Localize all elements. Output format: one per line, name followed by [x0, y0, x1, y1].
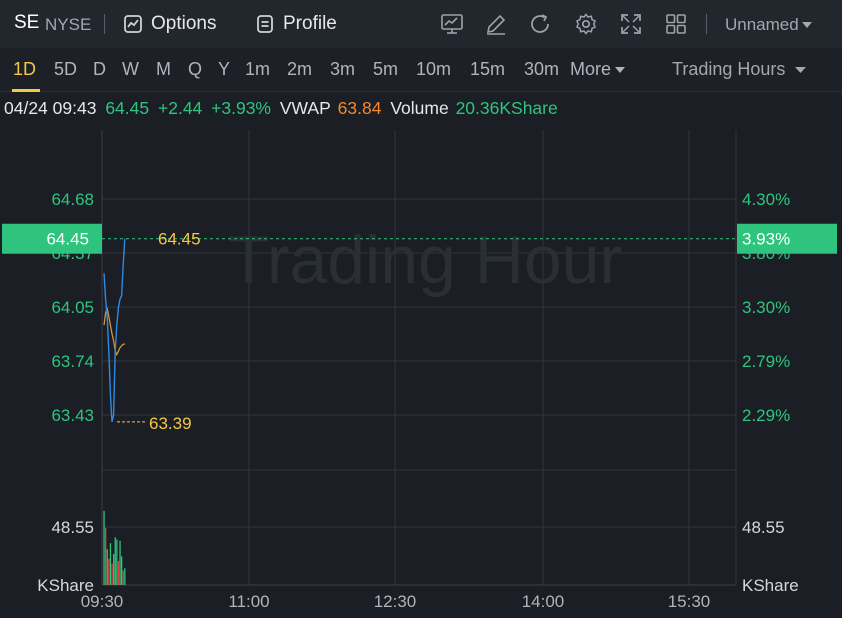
y-price-tick-label: 63.74	[51, 352, 94, 371]
period-1m[interactable]: 1m	[245, 59, 271, 79]
x-tick-label: 12:30	[374, 592, 417, 611]
volume-bar	[122, 570, 124, 585]
high-price-label: 64.45	[158, 230, 201, 249]
x-tick-label: 09:30	[81, 592, 124, 611]
top-toolbar: SE NYSE Options Profile Unnamed	[0, 0, 842, 48]
period-15m[interactable]: 15m	[470, 59, 506, 79]
more-label: More	[570, 59, 612, 79]
gear-icon[interactable]	[574, 12, 598, 36]
y-price-tick-label: 64.05	[51, 298, 94, 317]
chart-grid	[101, 130, 737, 586]
volume-axis-label-left: 48.55	[51, 518, 94, 537]
quote-datetime: 04/24 09:43	[4, 98, 97, 118]
period-2m[interactable]: 2m	[287, 59, 313, 79]
layout-name-dropdown[interactable]: Unnamed	[725, 15, 813, 35]
volume-bars	[103, 510, 126, 585]
toolbar-divider	[104, 14, 105, 34]
current-price-badge-label: 64.45	[46, 230, 89, 249]
vwap-value: 63.84	[337, 98, 382, 118]
volume-bar	[111, 563, 113, 585]
x-tick-label: 15:30	[668, 592, 711, 611]
x-tick-label: 11:00	[228, 592, 269, 611]
period-q[interactable]: Q	[188, 59, 203, 79]
volume-bar	[124, 568, 126, 585]
price-line	[103, 238, 126, 423]
y-pct-tick-label: 2.79%	[742, 352, 790, 371]
session-dropdown[interactable]: Trading Hours	[672, 59, 807, 80]
low-price-label: 63.39	[149, 414, 192, 433]
more-periods-dropdown[interactable]: More	[570, 59, 626, 80]
current-pct-badge	[737, 223, 837, 254]
period-30m[interactable]: 30m	[524, 59, 560, 79]
period-m[interactable]: M	[156, 59, 171, 79]
session-label: Trading Hours	[672, 59, 786, 79]
profile-label: Profile	[283, 13, 337, 34]
volume-bar	[117, 561, 120, 585]
volume-bar	[105, 527, 107, 585]
y-price-tick-label: 64.68	[51, 190, 94, 209]
vwap-label: VWAP	[279, 98, 331, 118]
quote-info-line: 04/24 09:43 64.45 +2.44 +3.93% VWAP 63.8…	[4, 98, 562, 119]
current-pct-badge-label: 3.93%	[742, 230, 790, 249]
caret-down-icon	[795, 66, 807, 73]
caret-down-icon	[615, 66, 626, 73]
volume-bar	[121, 556, 123, 585]
chart-watermark: Trading Hour	[228, 222, 622, 298]
caret-down-icon	[801, 22, 812, 28]
y-price-tick-label: 63.43	[51, 406, 94, 425]
profile-button[interactable]: Profile	[255, 11, 337, 37]
volume-axis-label-right: 48.55	[742, 518, 785, 537]
volume-bar	[114, 537, 116, 585]
volume-bar	[119, 540, 121, 585]
volume-unit-left: KShare	[37, 576, 94, 595]
y-pct-tick-label: 4.30%	[742, 190, 790, 209]
period-w[interactable]: W	[122, 59, 139, 79]
period-bar: 1D 5D D W M Q Y 1m 2m 3m 5m 10m 15m 30m …	[0, 48, 842, 92]
exchange-label: NYSE	[45, 15, 92, 34]
grid-layout-icon[interactable]	[664, 12, 688, 36]
volume-label: Volume	[390, 98, 449, 118]
period-10m[interactable]: 10m	[416, 59, 452, 79]
volume-bar	[113, 553, 115, 585]
toolbar-divider	[706, 14, 707, 34]
x-tick-label: 14:00	[522, 592, 565, 611]
quote-price: 64.45	[105, 98, 150, 118]
period-1d[interactable]: 1D	[13, 59, 37, 79]
draw-icon[interactable]	[484, 12, 508, 36]
vwap-line	[103, 307, 125, 357]
chart-settings-icon[interactable]	[440, 12, 464, 36]
volume-bar	[106, 549, 108, 585]
volume-bar	[103, 510, 105, 585]
active-period-indicator	[12, 89, 40, 92]
period-5m[interactable]: 5m	[373, 59, 399, 79]
volume-bar	[116, 539, 118, 585]
y-pct-tick-label: 2.29%	[742, 406, 790, 425]
options-label: Options	[151, 13, 217, 34]
period-3m[interactable]: 3m	[330, 59, 356, 79]
symbol[interactable]: SE	[14, 12, 40, 33]
quote-change-pct: +3.93%	[211, 98, 271, 118]
layout-name: Unnamed	[725, 15, 799, 34]
quote-change: +2.44	[158, 98, 203, 118]
volume-bar	[108, 558, 110, 585]
volume-unit-right: KShare	[742, 576, 799, 595]
period-y[interactable]: Y	[218, 59, 231, 79]
options-icon	[124, 15, 142, 33]
period-d[interactable]: D	[93, 59, 106, 79]
y-pct-tick-label: 3.30%	[742, 298, 790, 317]
current-price-badge	[2, 223, 102, 254]
profile-icon	[257, 15, 273, 33]
volume-bar	[109, 543, 112, 585]
period-5d[interactable]: 5D	[54, 59, 78, 79]
volume-value: 20.36KShare	[455, 98, 558, 118]
fullscreen-icon[interactable]	[619, 12, 643, 36]
options-button[interactable]: Options	[123, 11, 216, 37]
refresh-icon[interactable]	[528, 12, 552, 36]
